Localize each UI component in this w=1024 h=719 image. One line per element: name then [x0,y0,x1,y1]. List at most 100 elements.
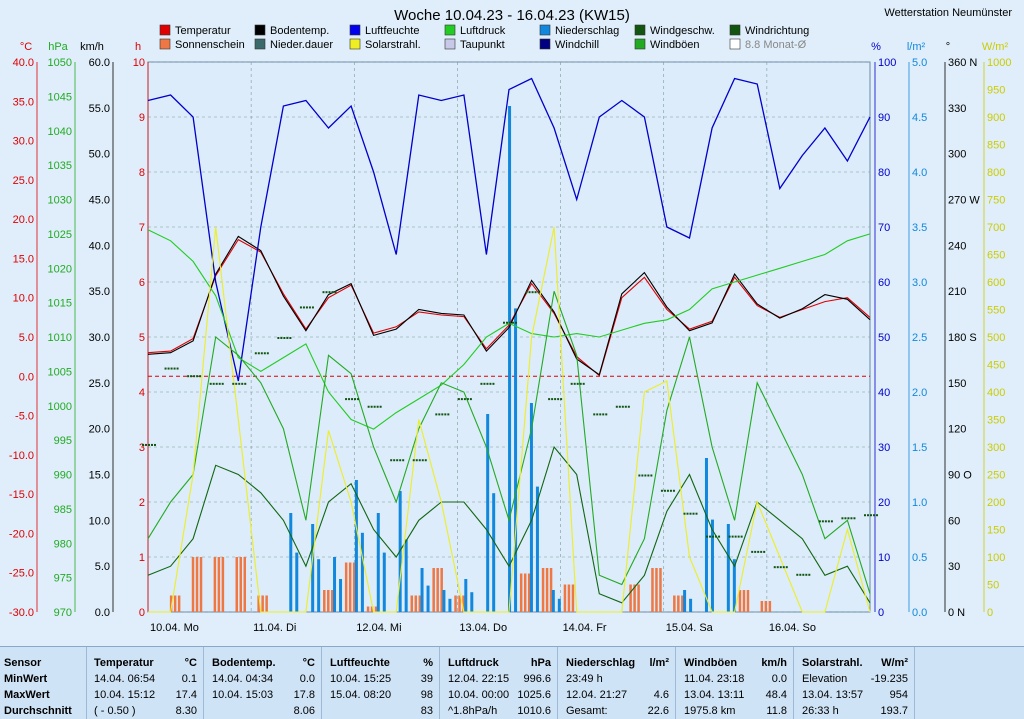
rain-bar [486,414,490,612]
stats-row: 13.04. 13:57 954 [798,687,910,703]
y-tick-humidity: 90 [878,112,890,124]
y-tick-pressure: 1050 [48,57,72,69]
rain-bar [551,590,555,612]
sunshine-bar [344,562,348,612]
stats-row: 15.04. 08:20 98 [326,687,435,703]
sunshine-bar [746,590,750,612]
axis-unit-wind: km/h [80,41,104,53]
wind-direction-dot [280,337,283,339]
y-tick-temperature: -15.0 [9,489,34,501]
stats-column-unit: hPa [530,657,551,669]
sunshine-bar [681,595,684,612]
wind-direction-dot [512,321,514,324]
axis-titles: °C hPa km/h h% l/m² ° W/m² [20,41,1009,53]
y-tick-direction: 360 N [948,57,977,69]
y-tick-rain: 2.5 [912,332,927,344]
rain-bar [360,532,364,612]
stats-column-temperatur: Temperatur °C 14.04. 06:54 0.1 10.04. 15:12 1… [86,647,204,719]
wind-direction-dot [348,398,351,401]
stats-row: Elevation -19.235 [798,671,910,687]
y-tick-direction: 60 [948,515,960,527]
wind-direction-dot [672,489,675,492]
y-tick-solar: 850 [987,140,1005,152]
stats-cell-time: 11.04. 23:18 [684,673,745,685]
series-bodentemp [147,235,871,376]
wind-direction-dot [847,517,850,520]
wind-direction-dot [154,443,156,446]
wind-direction-dot [525,291,528,294]
stats-row: 12.04. 22:15 996.6 [444,671,553,687]
y-tick-pressure: 1035 [48,160,72,172]
sunshine-bar [764,601,768,612]
wind-direction-dot [818,520,821,523]
y-tick-solar: 800 [987,167,1005,179]
wind-direction-dot [537,291,540,294]
wind-direction-dot [266,352,269,355]
wind-direction-dot [827,520,830,523]
y-tick-rain: 1.5 [912,442,927,454]
y-tick-pressure: 985 [54,504,72,516]
sunshine-bar [527,573,531,612]
wind-direction-dot [286,337,289,339]
sunshine-bar [629,584,632,612]
sunshine-bar [738,590,742,612]
wind-direction-dot [618,405,621,408]
x-tick-label: 14.04. Fr [563,622,607,634]
legend-swatch [254,38,266,50]
wind-direction-dot [334,291,337,294]
wind-direction-dot [576,382,579,385]
wind-direction-dot [850,517,853,520]
rain-bar [492,493,496,612]
weather-chart: Woche 10.04.23 - 16.04.23 (KW15) Wetters… [8,7,1013,634]
wind-direction-dot [503,321,505,324]
wind-direction-dot [486,382,489,385]
wind-direction-dot [582,382,585,385]
stats-cell-value: 4.6 [653,689,669,701]
y-tick-hours: 6 [139,277,145,289]
wind-direction-dot [776,566,779,569]
sunshine-bar [549,568,553,612]
y-tick-pressure: 1040 [48,126,72,138]
y-tick-direction: 0 N [948,607,965,619]
wind-direction-dot [435,413,438,416]
stats-row: 14.04. 04:34 0.0 [208,671,317,687]
legend-swatch [729,38,741,50]
y-tick-direction: 240 [948,240,966,252]
x-tick-label: 10.04. Mo [150,622,199,634]
y-tick-temperature: -25.0 [9,568,34,580]
wind-direction-dot [802,573,805,576]
y-tick-hours: 8 [139,167,145,179]
wind-direction-dot [469,398,472,401]
wind-direction-dot [492,382,495,385]
wind-direction-dot [515,321,517,324]
series-solarstrahl [148,226,871,613]
stats-column-solarstrahl: Solarstrahl. W/m² Elevation -19.235 13.04. 1… [794,647,915,719]
y-tick-pressure: 1000 [48,401,72,413]
sunshine-bar [563,584,567,612]
stats-column-unit: km/h [761,657,787,669]
stats-column-windben: Windböen km/h 11.04. 23:18 0.0 13.04. 13:11 4… [676,647,794,719]
wind-direction-dot [560,398,563,401]
rain-bar [557,598,561,612]
y-tick-rain: 3.5 [912,222,927,234]
wind-direction-dot [506,321,508,324]
wind-direction-dot [308,306,311,309]
wind-direction-dot [302,306,305,309]
wind-direction-dot [221,382,224,385]
stats-cell-time: 10.04. 15:03 [212,689,274,701]
legend-swatch [444,24,456,36]
y-tick-hours: 2 [139,497,145,509]
wind-direction-dot [466,398,469,401]
stats-cell-value: 17.4 [175,689,197,701]
wind-direction-dot [148,443,150,446]
sunshine-bar [366,606,370,612]
stats-cell-value: 996.6 [523,673,551,685]
y-tick-wind: 60.0 [89,57,110,69]
stats-column-header: Temperatur °C [90,655,199,671]
wind-direction-dot [624,405,627,408]
rain-bar [295,552,299,612]
stats-row: 8.06 [208,703,317,719]
legend-label: Luftfeuchte [365,25,419,37]
axis-unit-humidity: % [871,41,881,53]
rain-bar [382,552,386,612]
